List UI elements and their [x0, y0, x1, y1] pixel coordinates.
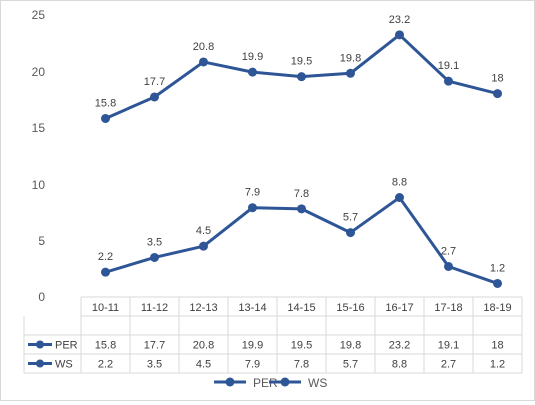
table-cell-value: 20.8	[193, 340, 214, 352]
table-cell-value: 2.2	[98, 359, 113, 371]
table-cell-value: 4.5	[196, 359, 211, 371]
table-cell-value: 1.2	[490, 359, 505, 371]
table-cell-value: 18	[491, 340, 503, 352]
data-label-ws: 7.8	[294, 188, 309, 200]
data-label-ws: 1.2	[490, 262, 505, 274]
data-label-per: 20.8	[193, 41, 214, 53]
x-category-label: 15-16	[336, 302, 364, 314]
data-point-ws	[493, 278, 502, 288]
table-cell-value: 19.9	[242, 340, 263, 352]
legend-key-marker	[280, 377, 290, 387]
data-point-ws	[444, 261, 453, 271]
data-label-ws: 7.9	[245, 187, 260, 199]
table-cell-value: 7.9	[245, 359, 260, 371]
data-label-ws: 2.7	[441, 245, 456, 257]
data-label-per: 23.2	[389, 14, 410, 26]
data-point-per	[444, 76, 453, 86]
y-tick-label: 5	[38, 234, 45, 248]
x-category-label: 18-19	[483, 302, 511, 314]
data-point-per	[101, 113, 110, 123]
plot-area: 15.8 17.7 20.8 19.9 19.5 19.8 23.2 19.1 18 2.2 3.5…	[95, 14, 505, 288]
data-label-per: 19.9	[242, 51, 263, 63]
legend-label: WS	[308, 376, 327, 390]
table-legend-key-marker	[36, 359, 44, 368]
table-series-name: WS	[55, 359, 73, 371]
y-tick-label: 25	[32, 8, 46, 22]
data-point-ws	[297, 204, 306, 214]
table-cell-value: 23.2	[389, 340, 410, 352]
x-category-label: 12-13	[189, 302, 217, 314]
table-cell-value: 19.8	[340, 340, 361, 352]
data-point-per	[297, 72, 306, 82]
legend: PER WS	[214, 376, 327, 390]
data-point-ws	[101, 267, 110, 277]
table-cell-value: 2.7	[441, 359, 456, 371]
data-point-ws	[248, 203, 257, 213]
data-label-ws: 3.5	[147, 236, 162, 248]
y-tick-label: 20	[32, 65, 46, 79]
data-point-ws	[346, 228, 355, 238]
data-label-per: 15.8	[95, 97, 116, 109]
table-cell-value: 7.8	[294, 359, 309, 371]
x-category-label: 16-17	[385, 302, 413, 314]
legend-key-marker	[225, 377, 235, 387]
data-point-ws	[395, 193, 404, 203]
data-label-per: 19.5	[291, 56, 312, 68]
data-label-ws: 8.8	[392, 177, 407, 189]
y-tick-label: 0	[38, 290, 45, 304]
table-cell-value: 15.8	[95, 340, 116, 352]
x-category-label: 14-15	[287, 302, 315, 314]
data-label-per: 17.7	[144, 76, 165, 88]
data-point-per	[248, 67, 257, 77]
table-cell-value: 5.7	[343, 359, 358, 371]
data-table: 10-11 11-12 12-13 13-14 14-15 15-16 16-17 17-18…	[23, 296, 523, 374]
data-point-ws	[199, 241, 208, 251]
x-category-label: 17-18	[434, 302, 462, 314]
table-cell-value: 19.1	[438, 340, 459, 352]
data-label-per: 19.8	[340, 52, 361, 64]
table-series-name: PER	[55, 340, 78, 352]
data-point-per	[150, 92, 159, 102]
data-point-per	[493, 89, 502, 99]
y-tick-label: 10	[32, 178, 46, 192]
data-point-ws	[150, 252, 159, 262]
data-point-per	[199, 57, 208, 67]
data-label-per: 19.1	[438, 60, 459, 72]
data-label-per: 18	[491, 73, 503, 85]
data-point-per	[346, 68, 355, 78]
data-label-ws: 2.2	[98, 251, 113, 263]
y-tick-label: 15	[32, 121, 46, 135]
x-category-label: 10-11	[92, 302, 119, 314]
table-cell-value: 3.5	[147, 359, 162, 371]
table-cell-value: 8.8	[392, 359, 407, 371]
data-label-ws: 4.5	[196, 225, 211, 237]
x-category-label: 11-12	[141, 302, 168, 314]
data-point-per	[395, 30, 404, 40]
legend-label: PER	[253, 376, 278, 390]
axes: 0 5 10 15 20 25	[32, 8, 46, 304]
table-cell-value: 19.5	[291, 340, 312, 352]
x-category-label: 13-14	[238, 302, 266, 314]
table-legend-key-marker	[36, 340, 44, 349]
data-label-ws: 5.7	[343, 212, 358, 224]
table-cell-value: 17.7	[144, 340, 165, 352]
